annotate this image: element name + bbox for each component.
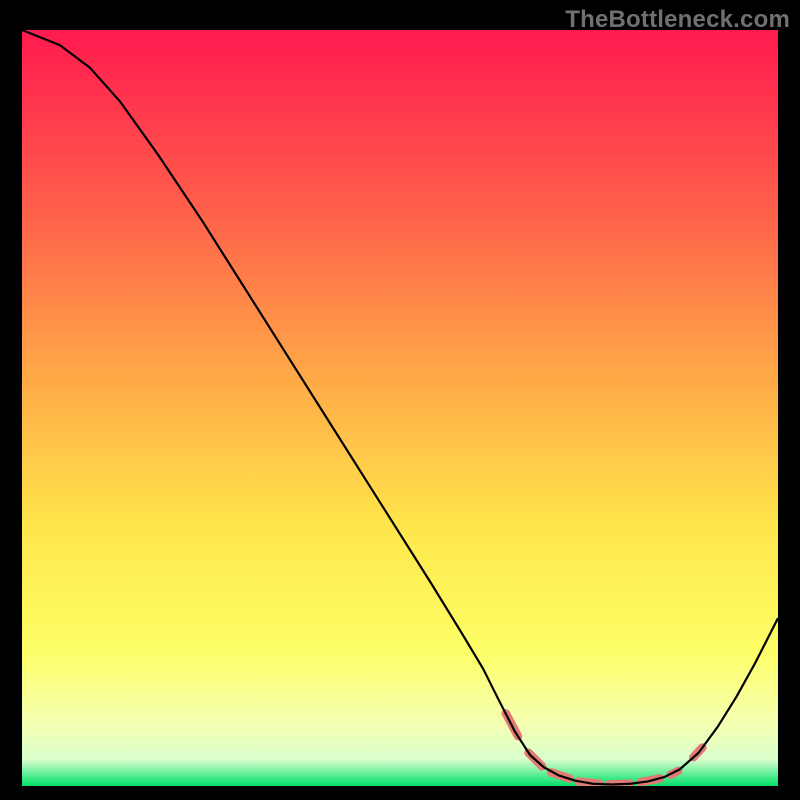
chart-frame: TheBottleneck.com bbox=[0, 0, 800, 800]
plot-area bbox=[22, 30, 778, 786]
chart-svg bbox=[22, 30, 778, 786]
plot-background bbox=[22, 30, 778, 786]
